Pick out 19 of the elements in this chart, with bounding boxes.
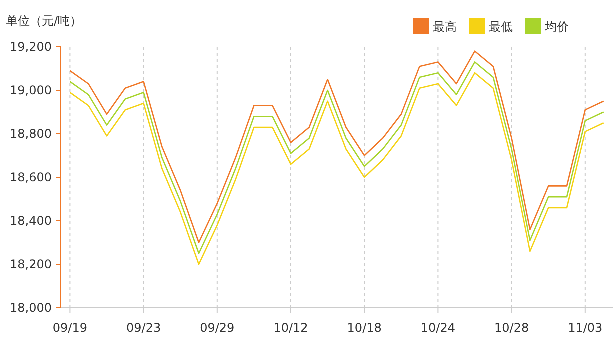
y-tick-label: 18,600 [10,170,52,184]
y-tick-label: 18,800 [10,127,52,141]
y-tick-label: 18,000 [10,301,52,315]
y-axis-title: 单位（元/吨） [6,14,82,28]
legend-label: 均价 [544,20,569,34]
x-tick-label: 09/19 [52,321,88,335]
y-tick-label: 19,200 [10,40,52,54]
y-tick-label: 18,200 [10,258,52,272]
x-tick-label: 11/03 [568,321,603,335]
x-tick-label: 10/18 [347,321,382,335]
x-tick-label: 10/28 [494,321,530,335]
x-tick-label: 10/12 [274,321,308,335]
x-tick-label: 10/24 [420,321,456,335]
x-tick-label: 09/23 [126,321,162,335]
x-tick-label: 09/29 [200,321,235,335]
legend-label: 最高 [433,20,457,34]
y-tick-label: 18,400 [10,214,52,228]
legend-label: 最低 [489,20,513,34]
y-tick-label: 19,000 [10,84,52,98]
